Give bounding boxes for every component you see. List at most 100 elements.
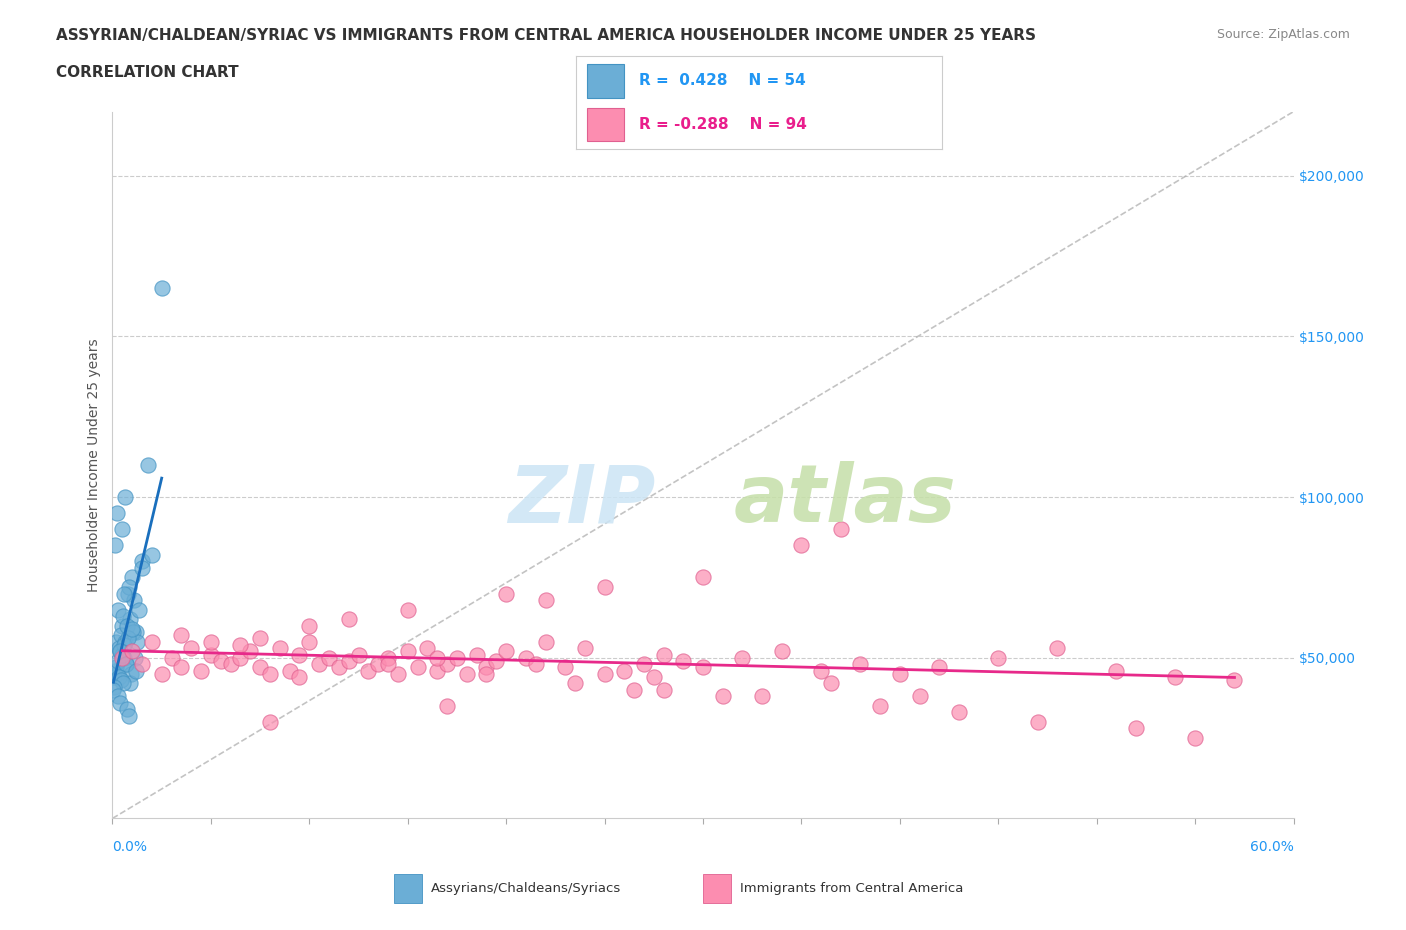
Point bbox=[131, 554, 153, 569]
Point bbox=[593, 667, 616, 682]
Point bbox=[869, 698, 891, 713]
Point bbox=[115, 657, 138, 671]
Point bbox=[790, 538, 813, 552]
Point bbox=[515, 650, 537, 665]
Point bbox=[652, 683, 675, 698]
Point bbox=[928, 660, 950, 675]
Point bbox=[121, 570, 143, 585]
Point bbox=[117, 586, 139, 601]
Point bbox=[426, 663, 449, 678]
Point bbox=[259, 667, 281, 682]
Point bbox=[122, 625, 145, 640]
Point bbox=[111, 650, 134, 665]
Point bbox=[249, 660, 271, 675]
Point bbox=[229, 650, 252, 665]
FancyBboxPatch shape bbox=[703, 874, 731, 903]
Point bbox=[114, 490, 136, 505]
Point bbox=[987, 650, 1010, 665]
Point bbox=[652, 647, 675, 662]
Text: Immigrants from Central America: Immigrants from Central America bbox=[740, 883, 963, 895]
Point bbox=[1105, 663, 1128, 678]
Point bbox=[170, 628, 193, 643]
Point bbox=[249, 631, 271, 646]
Point bbox=[643, 670, 665, 684]
Point bbox=[120, 612, 142, 627]
Point bbox=[465, 647, 488, 662]
Point bbox=[564, 676, 586, 691]
Point bbox=[534, 634, 557, 649]
Point bbox=[120, 667, 142, 682]
Point bbox=[298, 618, 321, 633]
Point bbox=[633, 657, 655, 671]
Point bbox=[849, 657, 872, 671]
Point bbox=[288, 647, 311, 662]
Point bbox=[534, 592, 557, 607]
Point bbox=[114, 634, 136, 649]
Point bbox=[115, 657, 138, 671]
Point bbox=[121, 621, 143, 636]
Point bbox=[554, 660, 576, 675]
Point bbox=[107, 667, 129, 682]
Point bbox=[108, 641, 131, 656]
Point bbox=[1046, 641, 1069, 656]
Point bbox=[495, 644, 517, 658]
Point bbox=[278, 663, 301, 678]
Point bbox=[104, 538, 127, 552]
Point bbox=[105, 660, 128, 675]
Point bbox=[889, 667, 911, 682]
Point bbox=[127, 634, 149, 649]
Point bbox=[112, 650, 135, 665]
Text: ASSYRIAN/CHALDEAN/SYRIAC VS IMMIGRANTS FROM CENTRAL AMERICA HOUSEHOLDER INCOME U: ASSYRIAN/CHALDEAN/SYRIAC VS IMMIGRANTS F… bbox=[56, 28, 1036, 43]
Point bbox=[298, 634, 321, 649]
Point bbox=[593, 579, 616, 594]
Point bbox=[103, 679, 125, 694]
Point bbox=[107, 654, 129, 669]
Point bbox=[396, 644, 419, 658]
Point bbox=[107, 602, 129, 617]
Point bbox=[170, 660, 193, 675]
Point bbox=[103, 683, 125, 698]
Point bbox=[136, 458, 159, 472]
Point bbox=[711, 689, 734, 704]
Point bbox=[1026, 714, 1049, 729]
Text: 0.0%: 0.0% bbox=[112, 840, 148, 854]
Point bbox=[328, 660, 350, 675]
Point bbox=[908, 689, 931, 704]
Point bbox=[219, 657, 242, 671]
Point bbox=[115, 702, 138, 717]
Point bbox=[180, 641, 202, 656]
Point bbox=[357, 663, 380, 678]
Point bbox=[128, 602, 150, 617]
Text: Source: ZipAtlas.com: Source: ZipAtlas.com bbox=[1216, 28, 1350, 41]
Point bbox=[112, 637, 135, 652]
FancyBboxPatch shape bbox=[588, 64, 624, 98]
Point bbox=[485, 654, 508, 669]
Point bbox=[377, 650, 399, 665]
Point bbox=[770, 644, 793, 658]
Point bbox=[1164, 670, 1187, 684]
Point bbox=[110, 672, 132, 687]
Point bbox=[111, 618, 134, 633]
Point bbox=[141, 548, 163, 563]
Point bbox=[495, 586, 517, 601]
Text: R =  0.428    N = 54: R = 0.428 N = 54 bbox=[638, 73, 806, 88]
Point bbox=[751, 689, 773, 704]
Point bbox=[110, 696, 132, 711]
Point bbox=[337, 654, 360, 669]
Point bbox=[613, 663, 636, 678]
Point bbox=[1223, 672, 1246, 687]
Point bbox=[118, 579, 141, 594]
Point bbox=[110, 628, 132, 643]
Point bbox=[117, 631, 139, 646]
Point bbox=[416, 641, 439, 656]
Point bbox=[105, 634, 128, 649]
Point bbox=[692, 660, 714, 675]
Point bbox=[387, 667, 409, 682]
Text: R = -0.288    N = 94: R = -0.288 N = 94 bbox=[638, 117, 807, 132]
Point bbox=[426, 650, 449, 665]
Point bbox=[110, 644, 132, 658]
Point bbox=[104, 663, 127, 678]
Point bbox=[436, 657, 458, 671]
Point bbox=[692, 570, 714, 585]
FancyBboxPatch shape bbox=[588, 108, 624, 141]
